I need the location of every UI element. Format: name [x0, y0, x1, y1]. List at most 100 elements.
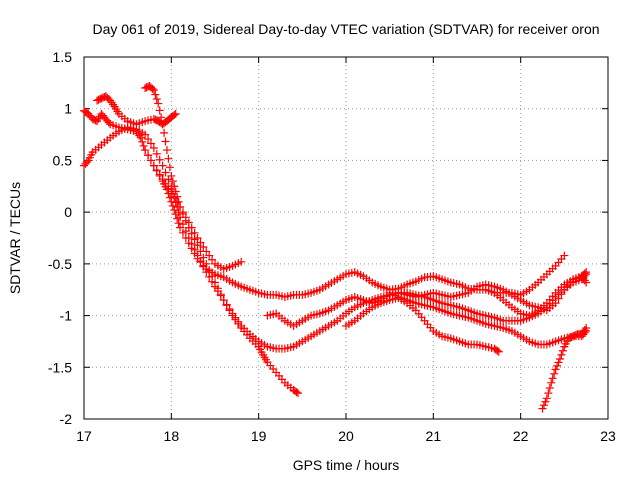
data-point	[158, 175, 167, 184]
data-point	[173, 198, 182, 207]
data-point	[199, 253, 208, 262]
data-point	[231, 315, 240, 324]
data-markers	[80, 81, 591, 413]
data-point	[216, 290, 225, 299]
data-point	[547, 378, 556, 387]
data-point	[144, 151, 153, 160]
y-tick-label: 1	[64, 101, 72, 117]
data-point	[190, 245, 199, 254]
data-point	[149, 161, 158, 170]
data-point	[170, 110, 179, 119]
data-point	[164, 184, 173, 193]
data-point	[167, 171, 176, 180]
data-point	[211, 278, 219, 287]
data-point	[141, 146, 150, 155]
data-point	[171, 187, 180, 196]
data-point	[155, 155, 164, 164]
data-point	[193, 234, 202, 242]
data-point	[582, 268, 591, 277]
data-point	[190, 228, 199, 237]
data-point	[539, 401, 548, 410]
data-point	[146, 156, 155, 165]
data-point	[161, 137, 170, 146]
data-point	[199, 242, 208, 251]
data-point	[174, 197, 183, 206]
data-point	[149, 144, 158, 153]
data-point	[152, 149, 161, 158]
data-point	[538, 404, 547, 413]
x-tick-label: 18	[164, 428, 180, 444]
data-point	[152, 166, 161, 175]
data-point	[558, 346, 567, 355]
data-point	[551, 365, 560, 374]
data-point	[551, 299, 560, 308]
data-point	[148, 84, 157, 93]
data-point	[178, 208, 187, 217]
data-point	[138, 137, 147, 146]
y-tick-label: 1.5	[53, 49, 73, 65]
data-point	[154, 99, 163, 108]
data-point	[174, 219, 183, 228]
data-point	[554, 294, 563, 303]
data-point	[225, 306, 234, 315]
x-tick-label: 23	[600, 428, 616, 444]
data-point	[187, 223, 196, 232]
y-tick-label: -2	[60, 411, 73, 427]
data-point	[554, 358, 563, 367]
data-point	[170, 194, 179, 203]
data-point	[234, 319, 243, 328]
x-tick-label: 17	[76, 428, 92, 444]
data-point	[176, 202, 185, 211]
data-point	[205, 251, 214, 260]
data-point	[193, 251, 202, 260]
data-point	[222, 301, 231, 310]
data-point	[208, 272, 217, 281]
data-point	[184, 218, 193, 227]
data-point	[160, 128, 169, 137]
data-point	[208, 255, 217, 264]
y-axis-label: SDTVAR / TECUs	[7, 182, 23, 294]
x-tick-label: 19	[251, 428, 267, 444]
data-point	[202, 247, 211, 256]
data-point	[196, 238, 205, 247]
data-point	[553, 361, 562, 370]
data-point	[202, 259, 211, 268]
data-point	[164, 154, 173, 163]
data-point	[170, 182, 179, 191]
data-point	[155, 106, 164, 115]
series-track-4	[93, 92, 180, 129]
data-point	[187, 239, 196, 248]
data-point	[139, 141, 148, 150]
data-point	[151, 90, 160, 99]
data-point	[557, 290, 566, 299]
series-track-2	[80, 123, 591, 353]
data-point	[219, 296, 228, 305]
data-point	[168, 177, 177, 186]
data-point	[104, 118, 113, 127]
data-point	[292, 388, 301, 397]
data-point	[144, 135, 153, 144]
data-point	[494, 347, 503, 356]
data-point	[155, 170, 164, 179]
x-tick-label: 20	[338, 428, 354, 444]
data-point	[555, 355, 564, 364]
x-tick-label: 22	[513, 428, 529, 444]
series-track-1	[80, 106, 569, 301]
data-point	[152, 95, 161, 104]
series-track-3	[141, 81, 302, 398]
data-point	[161, 179, 170, 188]
y-tick-label: -1	[60, 308, 73, 324]
data-point	[168, 201, 177, 210]
y-tick-label: -1.5	[48, 359, 72, 375]
data-point	[82, 158, 91, 167]
data-point	[205, 266, 214, 275]
data-point	[165, 163, 174, 172]
x-tick-label: 21	[426, 428, 442, 444]
data-point	[560, 251, 569, 260]
data-point	[545, 383, 554, 392]
data-point	[149, 86, 158, 95]
y-tick-label: -0.5	[48, 256, 72, 272]
data-point	[293, 389, 302, 398]
data-point	[582, 278, 591, 287]
